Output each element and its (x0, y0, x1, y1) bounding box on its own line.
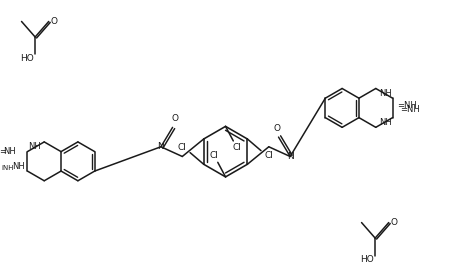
Text: O: O (171, 114, 178, 123)
Text: NH: NH (379, 118, 391, 127)
Text: NH: NH (379, 89, 391, 98)
Text: O: O (273, 124, 280, 133)
Text: =NH: =NH (397, 101, 417, 110)
Text: HO: HO (20, 54, 34, 63)
Text: O: O (390, 218, 397, 227)
Text: N: N (157, 142, 164, 151)
Text: NH: NH (12, 162, 25, 171)
Text: NH: NH (29, 142, 41, 151)
Text: Cl: Cl (209, 151, 219, 160)
Text: iNH: iNH (1, 165, 14, 171)
Text: Cl: Cl (264, 151, 273, 160)
Text: =NH: =NH (400, 105, 420, 114)
Text: Cl: Cl (178, 143, 187, 152)
Text: =: = (0, 147, 6, 156)
Text: HO: HO (361, 255, 374, 264)
Text: NH: NH (3, 147, 16, 156)
Text: Cl: Cl (233, 143, 242, 152)
Text: O: O (50, 17, 57, 26)
Text: N: N (287, 152, 294, 161)
